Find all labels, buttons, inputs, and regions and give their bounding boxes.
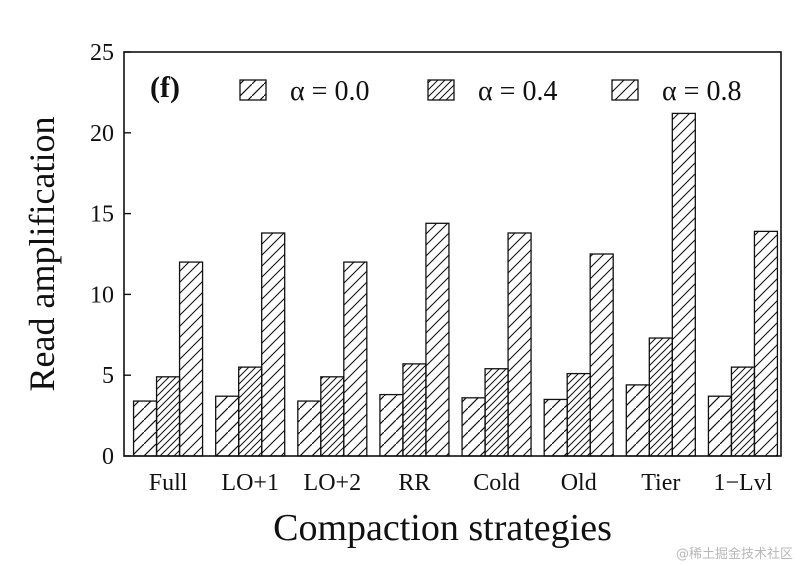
bar-lo2-series2: [343, 261, 368, 457]
x-tick-label: RR: [398, 470, 430, 496]
y-tick-label: 15: [90, 202, 114, 228]
x-axis-title: Compaction strategies: [273, 507, 612, 549]
panel-label: (f): [150, 71, 180, 104]
bar-tier-series1: [648, 337, 673, 457]
bar-lo1-series1: [238, 366, 263, 457]
y-tick-label: 25: [90, 40, 114, 66]
bar-full-series0: [132, 400, 158, 457]
bar-1lvl-series2: [753, 230, 779, 457]
axes: 0 5 10 15 20 25 Full LO+1 LO+2 RR Cold Old Tier 1−Lvl: [90, 40, 782, 496]
plot-frame: [123, 51, 782, 457]
legend-swatch: [427, 79, 455, 101]
bar-lo1-series0: [215, 395, 240, 457]
bar-rr-series2: [425, 222, 450, 457]
bar-tier-series2: [671, 112, 696, 457]
x-tick-label: Tier: [641, 470, 680, 496]
x-tick-label: 1−Lvl: [714, 470, 773, 496]
bar-cold-series2: [507, 232, 532, 457]
bar-1lvl-series1: [730, 366, 756, 457]
x-tick-label: Full: [149, 470, 188, 496]
bar-old-series2: [589, 253, 614, 457]
legend-swatch: [611, 79, 639, 101]
legend-swatch: [239, 79, 267, 101]
bar-tier-series0: [625, 384, 650, 457]
x-tick-label: Old: [561, 470, 597, 496]
legend-label: α = 0.0: [290, 76, 369, 107]
bar-cold-series1: [484, 368, 509, 457]
legend-label: α = 0.4: [478, 76, 557, 107]
bar-full-series2: [178, 261, 204, 457]
y-axis-title: Read amplification: [22, 117, 62, 392]
bar-cold-series0: [461, 397, 486, 457]
bar-1lvl-series0: [707, 395, 733, 457]
bars: [132, 112, 779, 457]
x-tick-label: LO+2: [304, 470, 362, 496]
y-tick-label: 10: [90, 282, 114, 308]
x-tick-label: LO+1: [221, 470, 279, 496]
y-tick-label: 0: [102, 444, 114, 470]
bar-rr-series0: [379, 393, 404, 457]
bar-old-series0: [543, 398, 568, 457]
y-tick-label: 5: [102, 363, 114, 389]
watermark: @稀土掘金技术社区: [675, 547, 793, 562]
bar-lo2-series0: [297, 400, 322, 457]
legend-label: α = 0.8: [662, 76, 741, 107]
bar-lo2-series1: [320, 376, 345, 457]
bar-old-series1: [566, 372, 591, 457]
x-tick-label: Cold: [473, 470, 520, 496]
legend: α = 0.0 α = 0.4 α = 0.8: [239, 76, 741, 107]
bar-rr-series1: [402, 363, 427, 457]
bar-full-series1: [155, 376, 181, 457]
y-tick-label: 20: [90, 121, 114, 147]
bar-lo1-series2: [261, 232, 286, 457]
